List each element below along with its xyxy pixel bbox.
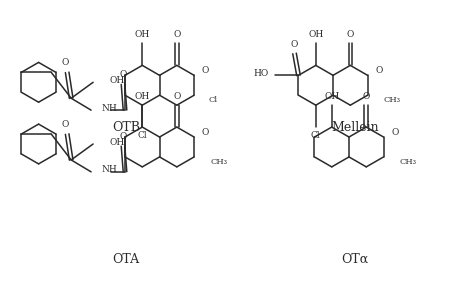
Text: O: O <box>291 40 298 49</box>
Text: Cl: Cl <box>311 131 320 139</box>
Text: O: O <box>173 92 181 101</box>
Text: O: O <box>119 70 127 79</box>
Text: Cl: Cl <box>137 131 147 139</box>
Text: OH: OH <box>135 30 150 39</box>
Text: O: O <box>363 92 370 101</box>
Text: CH₃: CH₃ <box>400 158 417 166</box>
Text: CH₃: CH₃ <box>383 96 401 104</box>
Text: NH: NH <box>101 104 117 113</box>
Text: OTα: OTα <box>342 253 369 266</box>
Text: CH₃: CH₃ <box>210 158 227 166</box>
Text: Mellein: Mellein <box>331 121 379 134</box>
Text: O: O <box>346 30 354 39</box>
Text: OH: OH <box>324 92 339 101</box>
Text: OH: OH <box>308 30 323 39</box>
Text: O: O <box>119 131 127 141</box>
Text: O: O <box>62 58 69 67</box>
Text: O: O <box>201 66 209 75</box>
Text: O: O <box>62 120 69 129</box>
Text: Cl: Cl <box>208 96 217 104</box>
Text: OTA: OTA <box>112 253 139 266</box>
Text: O: O <box>173 30 181 39</box>
Text: NH: NH <box>101 165 117 174</box>
Text: OH: OH <box>135 92 150 101</box>
Text: O: O <box>375 66 383 75</box>
Text: OH: OH <box>109 76 124 85</box>
Text: HO: HO <box>253 69 269 78</box>
Text: O: O <box>391 127 399 137</box>
Text: OH: OH <box>109 137 124 146</box>
Text: O: O <box>201 127 209 137</box>
Text: OTB: OTB <box>112 121 140 134</box>
